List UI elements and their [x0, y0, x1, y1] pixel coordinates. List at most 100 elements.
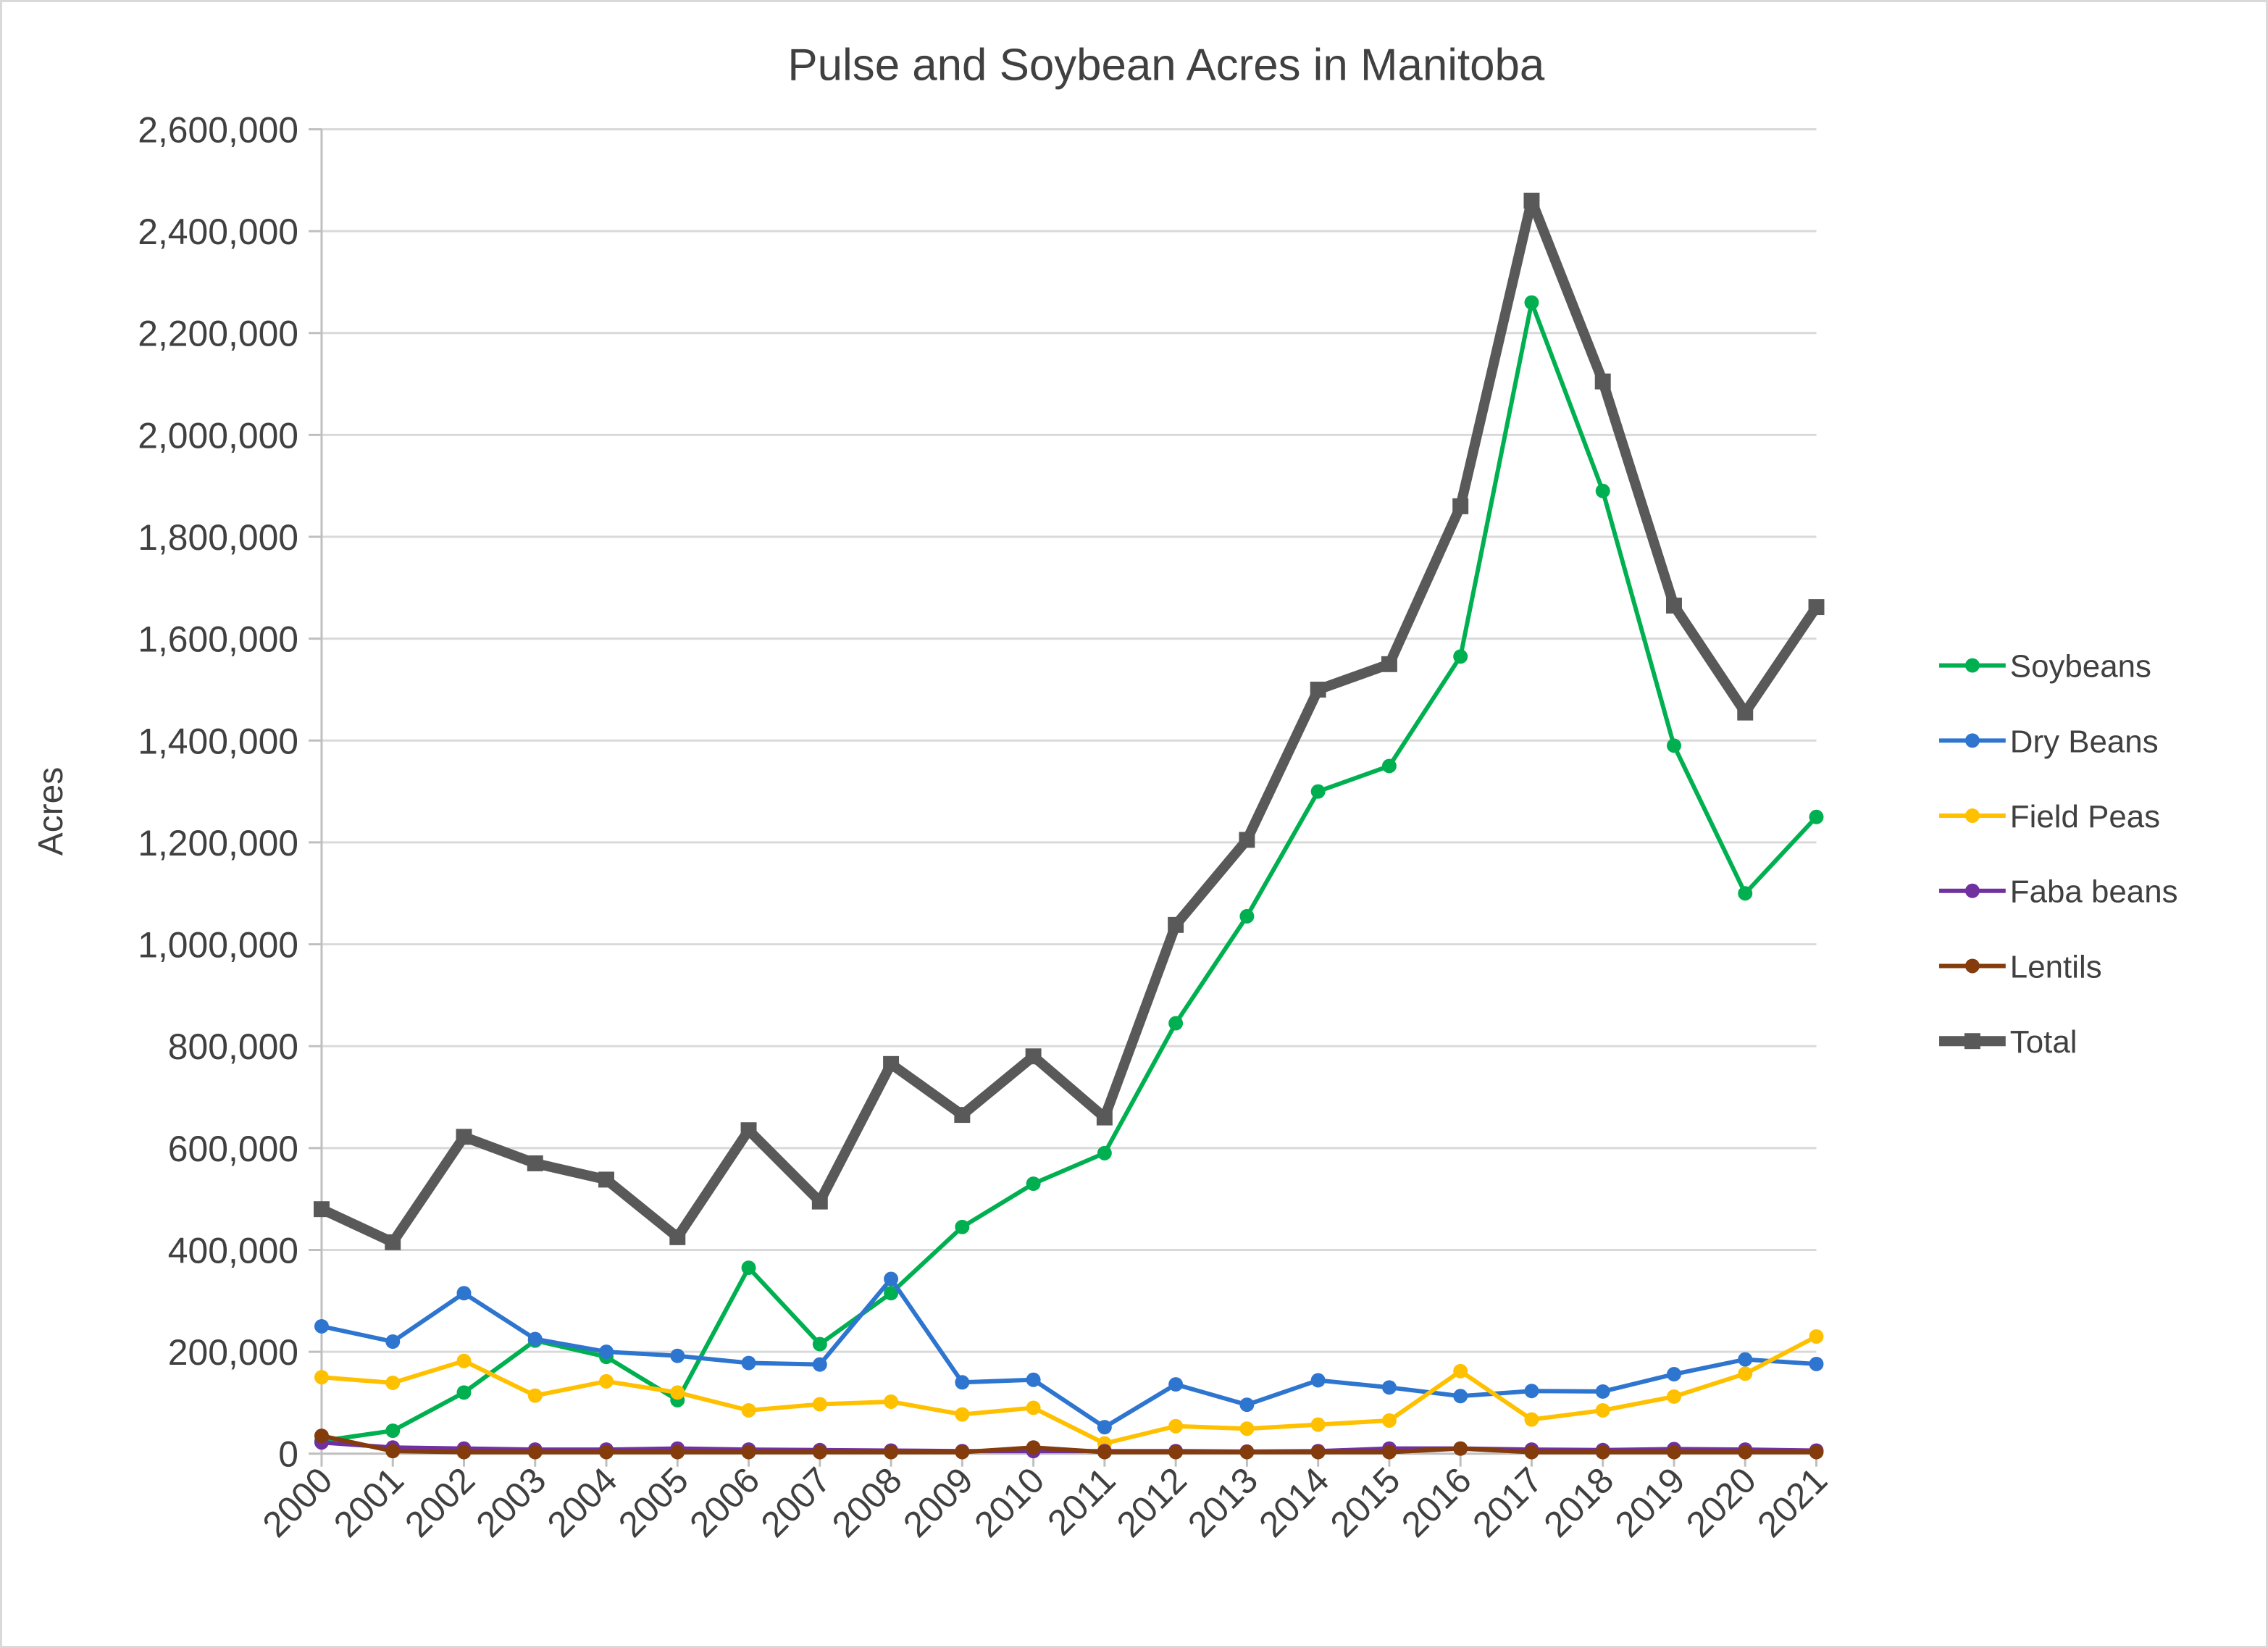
- data-point: [884, 1444, 899, 1460]
- legend-label: Faba beans: [2010, 874, 2178, 910]
- legend-marker: [1964, 958, 1980, 974]
- data-point: [1524, 1412, 1539, 1427]
- legend-label: Field Peas: [2010, 799, 2160, 835]
- data-point: [884, 1271, 899, 1287]
- data-point: [1667, 738, 1681, 753]
- data-point: [1026, 1176, 1041, 1192]
- x-tick-label: 2007: [753, 1460, 839, 1545]
- legend-marker: [1964, 808, 1980, 824]
- legend-label: Lentils: [2010, 949, 2102, 984]
- data-point: [1523, 193, 1540, 209]
- x-tick-label: 2008: [824, 1460, 910, 1545]
- data-point: [1738, 886, 1753, 901]
- y-tick-label: 2,200,000: [138, 314, 298, 354]
- data-point: [1310, 1417, 1326, 1432]
- data-point: [1097, 1145, 1112, 1160]
- data-point: [741, 1260, 756, 1276]
- data-point: [1310, 1373, 1326, 1388]
- legend-item: Dry Beans: [1939, 724, 2159, 759]
- data-point: [1667, 1444, 1681, 1460]
- legend: Soybeans Dry Beans Field Peas Faba beans Len…: [1939, 649, 2178, 1060]
- x-tick-label: 2013: [1180, 1460, 1265, 1545]
- data-point: [1453, 1389, 1468, 1404]
- data-point: [385, 1334, 401, 1349]
- data-point: [314, 1318, 329, 1334]
- data-point: [1381, 1413, 1397, 1428]
- data-point: [1595, 1444, 1610, 1460]
- y-tick-label: 800,000: [168, 1026, 298, 1067]
- data-point: [1524, 1384, 1539, 1399]
- x-tick-label: 2003: [468, 1460, 553, 1545]
- x-tick-label: 2011: [1039, 1460, 1123, 1543]
- data-point: [1524, 295, 1539, 310]
- y-tick-label: 2,600,000: [138, 109, 298, 150]
- data-point: [741, 1402, 756, 1418]
- data-point: [1239, 1421, 1255, 1436]
- y-tick-label: 1,400,000: [138, 721, 298, 761]
- data-point: [313, 1201, 330, 1218]
- data-point: [1808, 599, 1825, 616]
- series-line: [321, 300, 1818, 1444]
- data-point: [1453, 649, 1468, 664]
- series-lentils: [314, 1429, 1824, 1460]
- y-tick-label: 1,000,000: [138, 925, 298, 966]
- data-point: [314, 1370, 329, 1385]
- x-tick-label: 2015: [1323, 1460, 1408, 1545]
- y-tick-label: 1,600,000: [138, 619, 298, 660]
- series-soybeans: [314, 295, 1824, 1449]
- data-point: [670, 1385, 685, 1400]
- data-point: [669, 1229, 686, 1245]
- data-point: [527, 1444, 543, 1460]
- x-tick-label: 2020: [1678, 1460, 1764, 1545]
- data-point: [1738, 1352, 1753, 1367]
- x-tick-label: 2016: [1394, 1460, 1479, 1545]
- series-line: [321, 1334, 1817, 1446]
- data-point: [812, 1337, 827, 1352]
- x-tick-label: 2004: [540, 1460, 625, 1545]
- data-point: [385, 1234, 401, 1250]
- data-point: [811, 1193, 828, 1210]
- x-tick-label: 2012: [1109, 1460, 1194, 1545]
- data-point: [1026, 1400, 1041, 1415]
- data-point: [1310, 1444, 1326, 1460]
- data-point: [1096, 1109, 1113, 1126]
- data-point: [599, 1444, 614, 1460]
- data-point: [599, 1373, 614, 1389]
- x-tick-label: 2017: [1465, 1460, 1550, 1545]
- series-field-peas: [314, 1329, 1824, 1451]
- x-tick-label: 2002: [397, 1460, 482, 1545]
- legend-item: Total: [1939, 1024, 2077, 1060]
- data-point: [1168, 916, 1184, 933]
- series-line: [321, 1276, 1817, 1430]
- data-point: [456, 1444, 472, 1460]
- data-point: [385, 1423, 401, 1439]
- x-tick-label: 2021: [1749, 1460, 1835, 1545]
- legend-item: Faba beans: [1939, 874, 2178, 910]
- data-point: [1097, 1420, 1112, 1435]
- legend-item: Field Peas: [1939, 799, 2160, 835]
- data-point: [955, 1407, 970, 1422]
- data-point: [1381, 1444, 1397, 1460]
- data-point: [1168, 1377, 1184, 1392]
- x-axis-ticks: 2000200120022003200420052006200720082009…: [255, 1460, 1836, 1545]
- series-line: [319, 195, 1821, 1247]
- y-tick-label: 400,000: [168, 1230, 298, 1271]
- data-point: [812, 1444, 827, 1460]
- data-point: [1239, 1397, 1255, 1413]
- data-point: [1524, 1444, 1539, 1460]
- data-point: [456, 1385, 472, 1400]
- legend-label: Soybeans: [2010, 649, 2151, 685]
- data-point: [1737, 704, 1754, 721]
- data-point: [598, 1171, 614, 1188]
- data-point: [1738, 1444, 1753, 1460]
- data-point: [1738, 1366, 1753, 1381]
- data-point: [1595, 1402, 1610, 1418]
- data-point: [1168, 1418, 1184, 1434]
- series-line: [321, 1434, 1817, 1455]
- data-point: [1310, 682, 1326, 698]
- data-point: [1809, 1356, 1824, 1371]
- data-point: [527, 1331, 543, 1347]
- data-point: [812, 1357, 827, 1372]
- data-point: [1097, 1444, 1112, 1460]
